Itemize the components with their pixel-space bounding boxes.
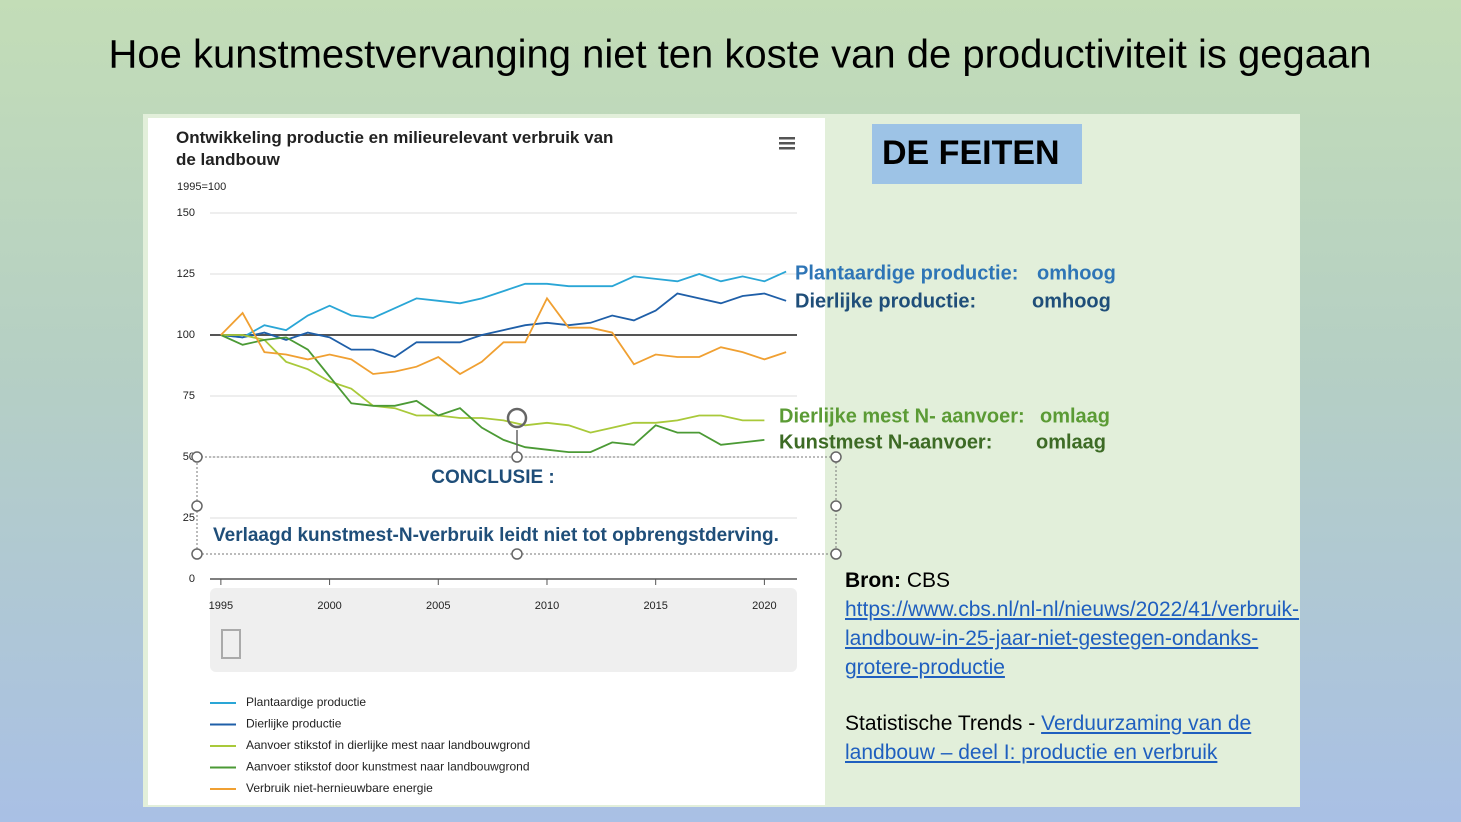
x-tick-label: 2005: [426, 600, 450, 612]
source-label: Bron:: [845, 569, 901, 592]
slide-title: Hoe kunstmestvervanging niet ten koste v…: [109, 33, 1372, 77]
y-tick-label: 125: [177, 268, 195, 280]
chart-area: [148, 118, 825, 805]
y-tick-label: 50: [183, 451, 195, 463]
trends: Statistische Trends - Verduurzaming van …: [845, 709, 1300, 767]
menu-icon[interactable]: [779, 137, 795, 150]
source-link[interactable]: https://www.cbs.nl/nl-nl/nieuws/2022/41/…: [845, 598, 1300, 679]
x-tick-label: 2010: [535, 600, 559, 612]
x-tick-label: 1995: [209, 600, 233, 612]
legend-label: Verbruik niet-hernieuwbare energie: [246, 781, 433, 795]
legend-label: Plantaardige productie: [246, 695, 366, 709]
legend-label: Aanvoer stikstof door kunstmest naar lan…: [246, 760, 530, 774]
conclusion-text: Verlaagd kunstmest-N-verbruik leidt niet…: [213, 525, 779, 546]
facts-box: [872, 124, 1082, 184]
annotation-status: omlaag: [1036, 431, 1106, 453]
plot: 0 25 50 75 100 125 150 1995 2000 2005 2010 2015 2020: [177, 207, 797, 612]
series-line: [220, 334, 765, 453]
source-name: CBS: [906, 569, 951, 592]
x-tick-label: 2020: [752, 600, 776, 612]
y-tick-label: 0: [189, 573, 195, 585]
annotation-status: omhoog: [1032, 290, 1111, 312]
x-tick-label: 2000: [317, 600, 341, 612]
annotation-status: omhoog: [1037, 262, 1116, 284]
series-line: [220, 270, 787, 339]
trends-link[interactable]: Verduurzaming van de landbouw – deel I: …: [845, 712, 1252, 764]
conclusion-heading: CONCLUSIE :: [431, 467, 555, 488]
source: Bron: CBS https://www.cbs.nl/nl-nl/nieuw…: [845, 566, 1300, 682]
annotation-label: Dierlijke mest N- aanvoer:: [779, 405, 1025, 427]
y-tick-label: 25: [183, 512, 195, 524]
trends-prefix: Statistische Trends -: [845, 712, 1036, 735]
legend-label: Aanvoer stikstof in dierlijke mest naar …: [246, 738, 530, 752]
annotation-label: Dierlijke productie:: [795, 290, 976, 312]
y-axis-label: 1995=100: [177, 181, 226, 193]
legend-label: Dierlijke productie: [246, 717, 342, 731]
chart-footer: [210, 588, 797, 672]
series-line: [220, 292, 787, 358]
x-tick-label: 2015: [643, 600, 667, 612]
annotations: Plantaardige productie: omhoog Dierlijke p…: [779, 262, 1116, 453]
y-tick-label: 150: [177, 207, 195, 219]
annotation-label: Kunstmest N-aanvoer:: [779, 431, 992, 453]
cbs-logo: [221, 629, 241, 659]
y-tick-label: 75: [183, 390, 195, 402]
legend: Plantaardige productie Dierlijke producti…: [210, 695, 530, 795]
series-line: [220, 296, 787, 376]
series-line: [220, 334, 765, 434]
selection-handles: [191, 407, 842, 560]
facts-heading: DE FEITEN: [882, 134, 1060, 172]
annotation-label: Plantaardige productie:: [795, 262, 1018, 284]
chart-title: Ontwikkeling productie en milieurelevant…: [176, 128, 613, 169]
annotation-status: omlaag: [1040, 405, 1110, 427]
y-tick-label: 100: [177, 329, 195, 341]
